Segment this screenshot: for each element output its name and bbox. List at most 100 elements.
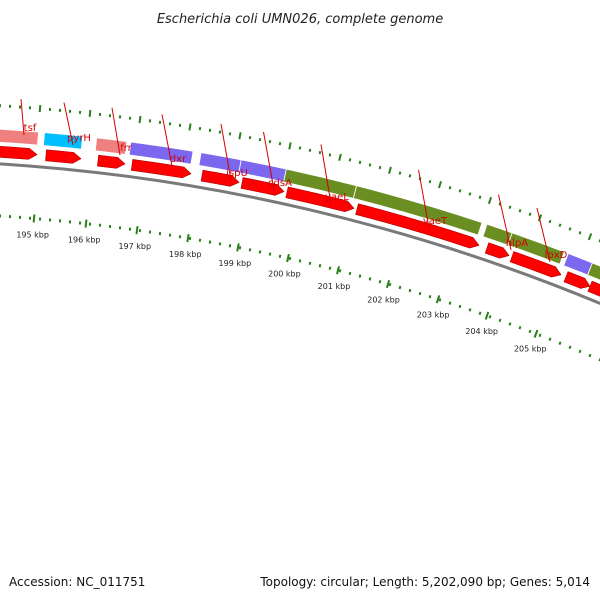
outer-tick	[398, 171, 402, 175]
kbp-label: 195 kbp	[16, 230, 49, 239]
outer-tick	[448, 185, 452, 190]
outer-tick	[358, 160, 362, 165]
gene-label-hlpA: hlpA	[506, 238, 528, 249]
outer-tick	[458, 189, 462, 193]
kbp-label: 202 kbp	[367, 295, 400, 304]
cds-arrow-partial	[563, 271, 591, 289]
cds-arrow-dxr	[130, 159, 192, 179]
outer-tick	[428, 179, 432, 184]
inner-tick	[218, 242, 222, 246]
genome-summary-text: Topology: circular; Length: 5,202,090 bp…	[259, 575, 590, 589]
outer-tick	[288, 142, 292, 150]
cds-arrow-partial	[587, 280, 600, 297]
outer-tick	[228, 132, 232, 136]
inner-tick	[228, 244, 232, 248]
kbp-label: 203 kbp	[417, 310, 450, 319]
inner-tick	[388, 282, 392, 287]
inner-tick	[588, 353, 592, 358]
kbp-label: 205 kbp	[514, 345, 547, 354]
outer-tick	[188, 123, 192, 131]
inner-tick	[308, 261, 312, 265]
gene-label-tsf: tsf	[24, 123, 37, 134]
inner-tick	[208, 240, 212, 244]
outer-tick	[537, 214, 543, 222]
inner-tick	[488, 315, 492, 319]
inner-tick	[418, 291, 422, 296]
outer-tick-track	[0, 104, 600, 243]
inner-major-tick	[32, 214, 36, 223]
inner-tick	[468, 308, 472, 312]
inner-tick	[268, 252, 272, 256]
outer-tick	[508, 205, 512, 210]
outer-tick	[258, 137, 262, 142]
outer-tick	[298, 146, 302, 150]
inner-major-tick	[286, 253, 290, 263]
cog-feature-track	[0, 128, 600, 281]
outer-tick	[138, 115, 142, 124]
inner-tick	[328, 266, 332, 270]
gene-leader-line	[111, 107, 121, 156]
outer-tick	[478, 195, 482, 199]
outer-tick	[468, 192, 472, 196]
gene-leader-line	[536, 207, 551, 263]
outer-tick	[308, 148, 312, 152]
inner-tick	[378, 279, 382, 284]
inner-tick	[508, 322, 512, 326]
inner-tick	[438, 298, 442, 302]
cds-arrow-lpxD	[509, 251, 562, 278]
outer-tick	[348, 158, 352, 162]
cog-block-yaeT	[352, 185, 483, 236]
gene-leader-line	[161, 114, 173, 167]
outer-tick	[368, 163, 372, 167]
inner-tick	[528, 329, 532, 334]
inner-major-tick	[533, 329, 539, 338]
cds-arrow-tsf	[0, 146, 38, 160]
inner-tick	[408, 288, 412, 293]
gene-label-pyrH: pyrH	[67, 133, 91, 144]
outer-tick	[38, 105, 42, 113]
inner-tick	[578, 349, 582, 354]
kbp-label: 198 kbp	[169, 250, 202, 259]
outer-tick	[438, 181, 442, 189]
gene-leader-line	[320, 144, 332, 205]
inner-tick	[358, 274, 362, 278]
cds-arrow-cdsA	[240, 177, 285, 196]
cog-block-dxr	[128, 141, 194, 165]
kbp-label: 196 kbp	[68, 236, 101, 245]
backbone-line	[0, 162, 600, 306]
inner-tick	[478, 311, 482, 316]
kbp-label: 200 kbp	[268, 270, 301, 279]
inner-tick-track	[0, 214, 600, 362]
inner-tick	[338, 269, 342, 273]
cog-block-lpxD	[507, 232, 565, 265]
outer-tick	[528, 212, 532, 217]
inner-major-tick	[135, 226, 139, 235]
inner-tick	[348, 271, 352, 276]
inner-tick	[318, 264, 322, 268]
gene-leader-line	[418, 169, 430, 229]
inner-tick	[288, 256, 292, 261]
gene-leader-line	[63, 102, 74, 146]
cog-block-partial	[587, 262, 600, 281]
gene-leader-line	[498, 194, 512, 251]
outer-tick	[587, 233, 593, 241]
inner-major-tick	[336, 266, 340, 275]
outer-tick	[248, 135, 252, 140]
cds-feature-track	[0, 146, 600, 297]
outer-tick	[568, 227, 572, 231]
inner-tick	[238, 246, 242, 250]
cds-arrow-hlpA	[484, 242, 510, 259]
outer-tick	[548, 219, 552, 224]
gene-label-frr: frr	[120, 143, 132, 154]
gene-leader-line	[263, 131, 275, 191]
inner-major-tick	[385, 279, 391, 289]
outer-tick	[268, 139, 272, 144]
inner-tick	[548, 337, 552, 341]
kbp-label: 197 kbp	[118, 242, 151, 251]
gene-labels: tsf pyrH frr dxr ispU cdsA yaeL yaeT hlpA lpxD	[20, 99, 568, 263]
accession-text: Accession: NC_011751	[9, 575, 145, 589]
outer-tick	[487, 196, 493, 205]
inner-tick	[538, 333, 542, 338]
kbp-label: 204 kbp	[465, 327, 498, 336]
